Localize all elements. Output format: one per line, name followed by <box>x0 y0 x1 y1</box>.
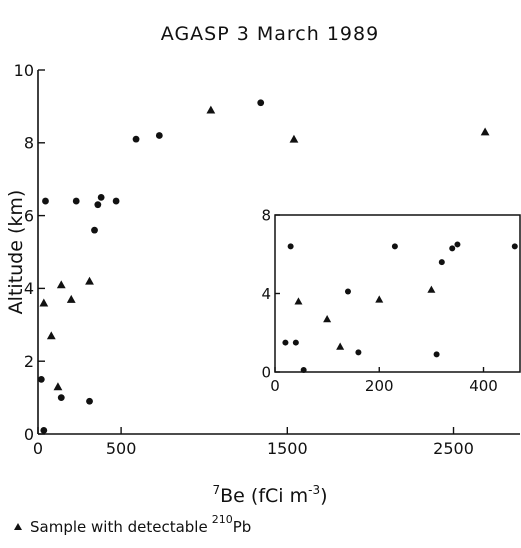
inset-point-circle <box>300 367 307 374</box>
main-point-triangle <box>39 298 49 307</box>
x-axis-label-exp: -3 <box>308 483 320 497</box>
main-point-circle <box>57 394 65 401</box>
main-point-triangle <box>53 382 63 391</box>
x-axis-label-main: Be (fCi m <box>220 485 308 507</box>
main-axes: 0 2 4 6 8 10 0 500 1500 2500 <box>14 61 520 458</box>
main-point-circle <box>112 197 120 205</box>
inset-point-triangle <box>323 315 332 323</box>
inset-axes: 0 4 8 0 200 400 <box>261 206 497 395</box>
inset-y-tick-label: 0 <box>261 363 271 381</box>
inset-point-triangle <box>336 342 345 350</box>
inset-point-circle <box>282 339 289 346</box>
legend-label: Sample with detectable 210Pb <box>30 513 251 536</box>
main-marks <box>37 99 490 434</box>
inset-point-triangle <box>427 285 436 293</box>
main-point-circle <box>155 132 163 139</box>
main-x-tick-label: 500 <box>106 439 137 458</box>
inset-y-tick-label: 8 <box>261 206 271 224</box>
legend-label-text: Sample with detectable <box>30 518 208 536</box>
inset-point-circle <box>355 349 362 356</box>
x-axis-label: 7Be (fCi m-3) <box>213 483 328 507</box>
main-y-tick-label: 0 <box>24 425 34 444</box>
inset-point-circle <box>454 241 461 248</box>
main-y-tick-label: 2 <box>24 352 34 371</box>
inset-marks <box>282 241 518 374</box>
main-y-tick-label: 10 <box>14 61 34 80</box>
x-axis-label-sup: 7 <box>213 483 221 497</box>
inset-point-circle <box>438 259 445 266</box>
inset-point-circle <box>391 243 398 250</box>
main-point-circle <box>72 197 80 205</box>
inset-y-tick-label: 4 <box>261 285 271 303</box>
y-axis-label: Altitude (km) <box>5 190 27 315</box>
main-point-circle <box>97 194 105 201</box>
main-y-tick-label: 6 <box>24 206 34 225</box>
main-x-tick-label: 1500 <box>267 439 308 458</box>
inset-point-circle <box>511 243 518 250</box>
x-axis-label-close: ) <box>320 485 327 507</box>
main-point-circle <box>37 376 45 383</box>
inset-x-tick-label: 0 <box>270 377 280 395</box>
inset-point-circle <box>433 351 440 358</box>
inset-x-tick-label: 200 <box>365 377 394 395</box>
inset-x-tick-label: 400 <box>469 377 498 395</box>
inset-point-triangle <box>375 295 384 303</box>
inset-point-circle <box>287 243 294 250</box>
inset-point-circle <box>449 245 456 252</box>
inset-frame <box>274 214 521 373</box>
main-point-circle <box>257 99 265 107</box>
inset-point-circle <box>344 288 351 295</box>
main-point-triangle <box>56 280 66 289</box>
main-y-tick-label: 8 <box>24 134 34 153</box>
main-x-tick-label: 2500 <box>433 439 474 458</box>
main-y-tick-label: 4 <box>24 279 34 298</box>
inset-point-circle <box>292 339 299 346</box>
main-point-circle <box>86 397 93 405</box>
main-point-circle <box>91 226 98 234</box>
main-point-triangle <box>85 276 94 285</box>
main-point-circle <box>42 197 49 205</box>
legend-label-suffix: Pb <box>233 518 252 536</box>
main-x-tick-label: 0 <box>33 439 43 458</box>
legend: Sample with detectable 210Pb <box>14 513 251 536</box>
main-point-triangle <box>46 331 56 340</box>
main-point-triangle <box>480 127 490 136</box>
main-point-triangle <box>289 134 299 143</box>
main-point-triangle <box>66 294 76 303</box>
legend-triangle-icon <box>14 523 22 530</box>
main-point-circle <box>40 426 48 434</box>
chart-title: AGASP 3 March 1989 <box>161 23 379 45</box>
main-point-circle <box>94 201 102 209</box>
main-point-triangle <box>206 105 216 114</box>
main-point-circle <box>132 135 140 143</box>
inset-point-triangle <box>294 297 303 305</box>
legend-label-sup: 210 <box>212 513 233 526</box>
